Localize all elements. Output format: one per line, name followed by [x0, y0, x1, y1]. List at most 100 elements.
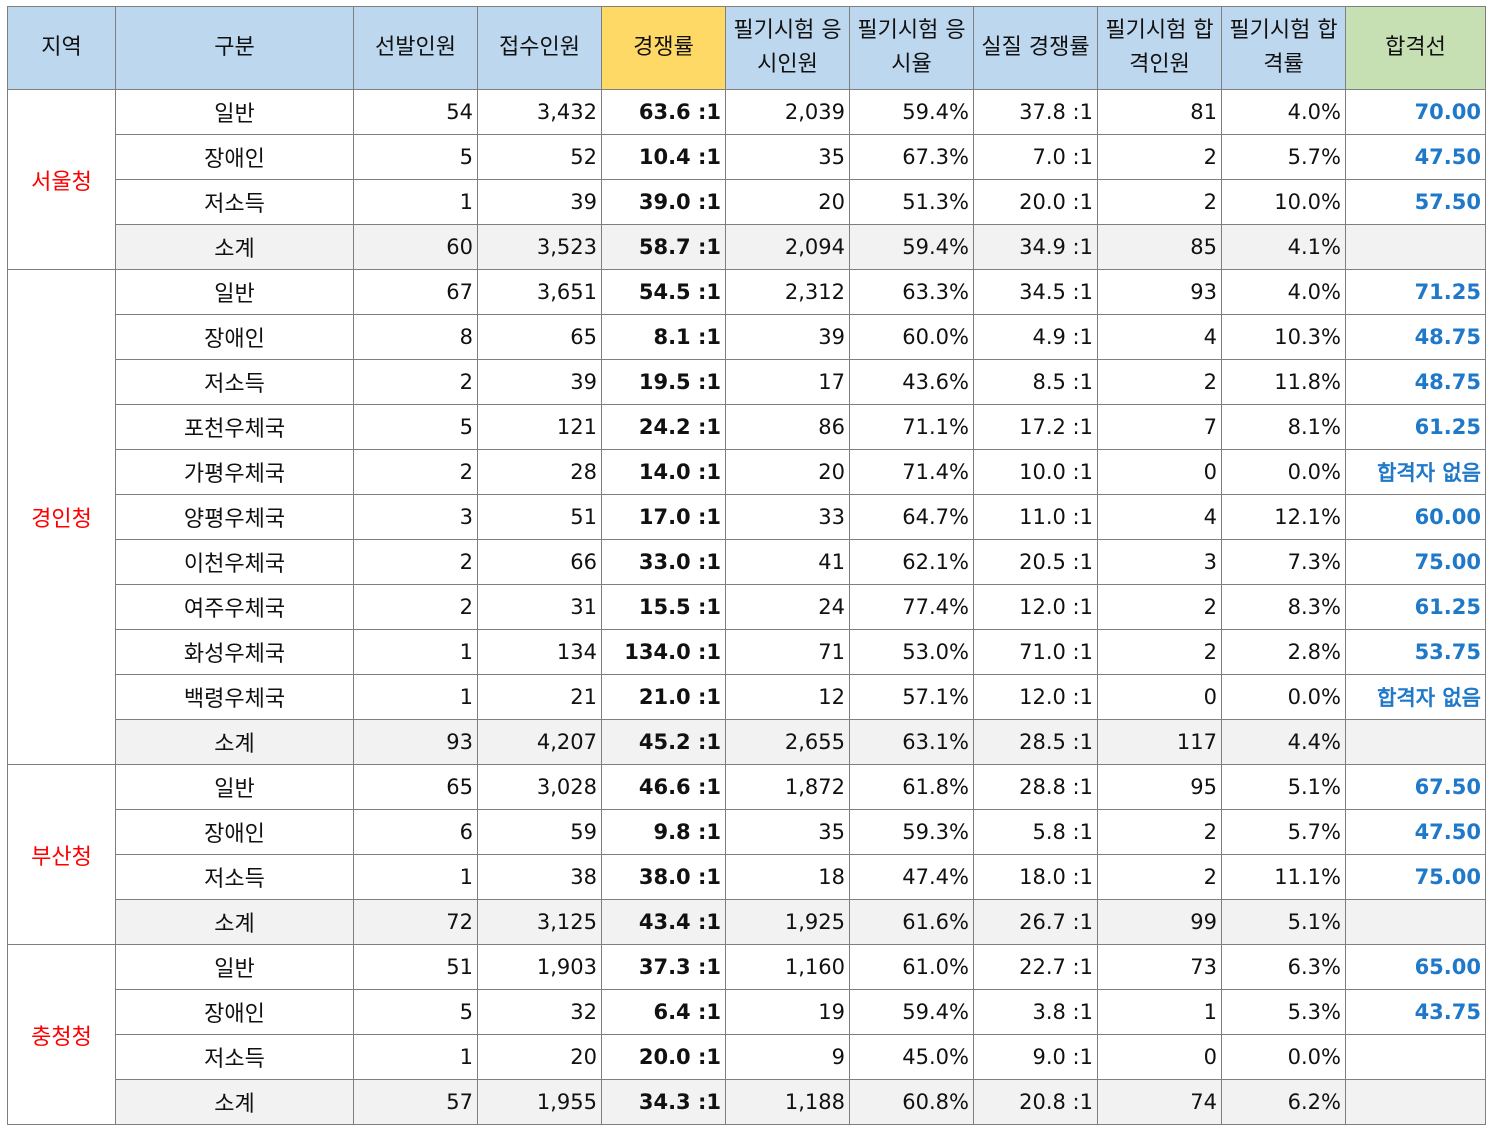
- attendance-rate-cell: 57.1%: [849, 674, 974, 720]
- real-ratio-cell: 71.0 :1: [973, 629, 1098, 675]
- category-cell: 일반: [115, 944, 354, 990]
- examinees-cell: 24: [725, 584, 850, 630]
- competition-ratio-cell: 46.6 :1: [601, 764, 726, 810]
- examinees-cell: 18: [725, 854, 850, 900]
- competition-ratio-cell: 24.2 :1: [601, 404, 726, 450]
- competition-ratio-cell: 21.0 :1: [601, 674, 726, 720]
- table-row: 포천우체국 5 121 24.2 :1 86 71.1% 17.2 :1 7 8.1% 61.25: [8, 404, 1486, 450]
- subtotal-row: 소계 93 4,207 45.2 :1 2,655 63.1% 28.5 :1 117 4.4%: [8, 719, 1486, 765]
- passed-cell: 117: [1097, 719, 1222, 765]
- examinees-cell: 12: [725, 674, 850, 720]
- selected-cell: 54: [353, 89, 478, 135]
- applied-cell: 31: [477, 584, 602, 630]
- examinees-cell: 17: [725, 359, 850, 405]
- real-ratio-cell: 37.8 :1: [973, 89, 1098, 135]
- cutline-cell: [1345, 719, 1486, 765]
- cutline-cell: 65.00: [1345, 944, 1486, 990]
- pass-rate-cell: 0.0%: [1221, 674, 1346, 720]
- examinees-cell: 71: [725, 629, 850, 675]
- attendance-rate-cell: 64.7%: [849, 494, 974, 540]
- real-ratio-cell: 18.0 :1: [973, 854, 1098, 900]
- passed-cell: 2: [1097, 584, 1222, 630]
- applied-cell: 134: [477, 629, 602, 675]
- table-row: 화성우체국 1 134 134.0 :1 71 53.0% 71.0 :1 2 2.8% 53.7…: [8, 629, 1486, 675]
- table-row: 저소득 1 38 38.0 :1 18 47.4% 18.0 :1 2 11.1% 75.00: [8, 854, 1486, 900]
- cutline-cell: 합격자 없음: [1345, 449, 1486, 495]
- category-cell: 저소득: [115, 1034, 354, 1080]
- passed-cell: 93: [1097, 269, 1222, 315]
- subtotal-row: 소계 57 1,955 34.3 :1 1,188 60.8% 20.8 :1 74 6.2%: [8, 1079, 1486, 1125]
- real-ratio-cell: 9.0 :1: [973, 1034, 1098, 1080]
- table-row: 이천우체국 2 66 33.0 :1 41 62.1% 20.5 :1 3 7.3% 75.00: [8, 539, 1486, 585]
- selected-cell: 67: [353, 269, 478, 315]
- cutline-cell: [1345, 899, 1486, 945]
- pass-rate-cell: 4.4%: [1221, 719, 1346, 765]
- attendance-rate-cell: 60.8%: [849, 1079, 974, 1125]
- examinees-cell: 9: [725, 1034, 850, 1080]
- category-cell: 소계: [115, 1079, 354, 1125]
- attendance-rate-cell: 51.3%: [849, 179, 974, 225]
- cutline-cell: 70.00: [1345, 89, 1486, 135]
- examinees-cell: 20: [725, 179, 850, 225]
- competition-ratio-cell: 54.5 :1: [601, 269, 726, 315]
- attendance-rate-cell: 59.4%: [849, 989, 974, 1035]
- pass-rate-cell: 8.1%: [1221, 404, 1346, 450]
- table-row: 백령우체국 1 21 21.0 :1 12 57.1% 12.0 :1 0 0.0% 합격자 없음: [8, 674, 1486, 720]
- selected-cell: 2: [353, 584, 478, 630]
- category-cell: 일반: [115, 269, 354, 315]
- cutline-cell: 61.25: [1345, 404, 1486, 450]
- header-category: 구분: [115, 6, 354, 90]
- pass-rate-cell: 11.8%: [1221, 359, 1346, 405]
- pass-rate-cell: 10.0%: [1221, 179, 1346, 225]
- cutline-cell: 57.50: [1345, 179, 1486, 225]
- selected-cell: 3: [353, 494, 478, 540]
- category-cell: 여주우체국: [115, 584, 354, 630]
- examinees-cell: 1,160: [725, 944, 850, 990]
- table-row: 가평우체국 2 28 14.0 :1 20 71.4% 10.0 :1 0 0.0% 합격자 없음: [8, 449, 1486, 495]
- category-cell: 백령우체국: [115, 674, 354, 720]
- selected-cell: 1: [353, 179, 478, 225]
- category-cell: 가평우체국: [115, 449, 354, 495]
- pass-rate-cell: 5.1%: [1221, 899, 1346, 945]
- pass-rate-cell: 10.3%: [1221, 314, 1346, 360]
- region-cell: 충청청: [7, 944, 116, 1125]
- selected-cell: 5: [353, 134, 478, 180]
- pass-rate-cell: 6.2%: [1221, 1079, 1346, 1125]
- recruitment-results-table: 지역 구분 선발인원 접수인원 경쟁률 필기시험 응시인원 필기시험 응시율 실…: [7, 6, 1486, 1125]
- selected-cell: 1: [353, 674, 478, 720]
- cutline-cell: [1345, 224, 1486, 270]
- table-header: 지역 구분 선발인원 접수인원 경쟁률 필기시험 응시인원 필기시험 응시율 실…: [7, 6, 1486, 90]
- cutline-cell: [1345, 1034, 1486, 1080]
- table-row: 장애인 6 59 9.8 :1 35 59.3% 5.8 :1 2 5.7% 47.50: [8, 809, 1486, 855]
- selected-cell: 1: [353, 629, 478, 675]
- table-row: 저소득 2 39 19.5 :1 17 43.6% 8.5 :1 2 11.8% 48.75: [8, 359, 1486, 405]
- applied-cell: 28: [477, 449, 602, 495]
- attendance-rate-cell: 71.1%: [849, 404, 974, 450]
- selected-cell: 1: [353, 854, 478, 900]
- category-cell: 화성우체국: [115, 629, 354, 675]
- cutline-cell: 43.75: [1345, 989, 1486, 1035]
- real-ratio-cell: 28.5 :1: [973, 719, 1098, 765]
- table-row: 장애인 8 65 8.1 :1 39 60.0% 4.9 :1 4 10.3% 48.75: [8, 314, 1486, 360]
- examinees-cell: 39: [725, 314, 850, 360]
- applied-cell: 32: [477, 989, 602, 1035]
- applied-cell: 3,651: [477, 269, 602, 315]
- table-row: 충청청 일반 51 1,903 37.3 :1 1,160 61.0% 22.7 :1 73 6.…: [7, 944, 1486, 1125]
- subtotal-row: 소계 60 3,523 58.7 :1 2,094 59.4% 34.9 :1 85 4.1%: [8, 224, 1486, 270]
- real-ratio-cell: 17.2 :1: [973, 404, 1098, 450]
- passed-cell: 85: [1097, 224, 1222, 270]
- competition-ratio-cell: 58.7 :1: [601, 224, 726, 270]
- selected-cell: 57: [353, 1079, 478, 1125]
- attendance-rate-cell: 71.4%: [849, 449, 974, 495]
- competition-ratio-cell: 39.0 :1: [601, 179, 726, 225]
- attendance-rate-cell: 61.8%: [849, 764, 974, 810]
- category-cell: 장애인: [115, 314, 354, 360]
- competition-ratio-cell: 14.0 :1: [601, 449, 726, 495]
- table-row: 장애인 5 32 6.4 :1 19 59.4% 3.8 :1 1 5.3% 43.75: [8, 989, 1486, 1035]
- pass-rate-cell: 8.3%: [1221, 584, 1346, 630]
- category-cell: 소계: [115, 719, 354, 765]
- real-ratio-cell: 4.9 :1: [973, 314, 1098, 360]
- competition-ratio-cell: 33.0 :1: [601, 539, 726, 585]
- attendance-rate-cell: 63.3%: [849, 269, 974, 315]
- applied-cell: 52: [477, 134, 602, 180]
